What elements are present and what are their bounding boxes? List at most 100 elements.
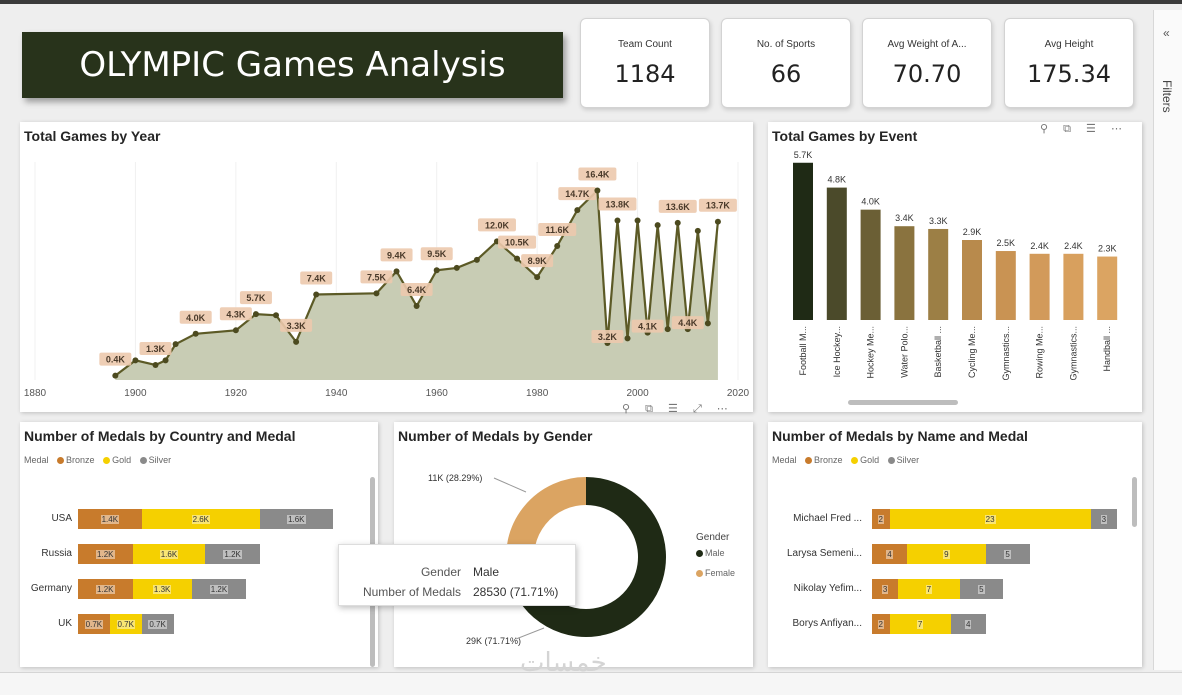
data-label: 5 [1004,549,1011,559]
chart-title: Number of Medals by Name and Medal [772,428,1028,444]
data-label: 1.6K [287,514,306,524]
data-label: 4.4K [678,318,698,328]
bar-segment-bronze[interactable]: 2 [872,509,890,529]
bar-segment-bronze[interactable]: 1.2K [78,579,133,599]
filters-pane[interactable] [1153,10,1182,670]
data-label-bg [591,330,624,344]
data-label: 10.5K [505,238,530,248]
bar-segment-bronze[interactable]: 2 [872,614,890,634]
x-tick-label: 1960 [426,388,449,399]
kpi-value: 1184 [614,60,676,88]
x-tick-label: Gymnastics... [1068,326,1078,381]
panel-medals-by-name[interactable]: Number of Medals by Name and Medal Medal… [768,422,1142,667]
data-point [654,222,661,229]
data-point [634,217,641,224]
kpi-label: No. of Sports [756,39,816,50]
kpi-card-avg-height[interactable]: Avg Height 175.34 [1004,18,1134,108]
category-label: UK [58,618,72,629]
data-label-bg [498,235,537,249]
data-point [132,357,139,364]
gender-legend-female: Female [694,568,735,578]
bar-segment-silver[interactable]: 1.2K [191,579,247,599]
visual-header-icons[interactable]: ⚲ ⧉ ☰ ⤢ ⋯ [622,403,734,415]
data-label-bg [558,187,597,201]
filters-label[interactable]: Filters [1160,80,1174,113]
data-label: 3.3K [929,216,948,226]
data-point [413,303,420,310]
page-title: OLYMPIC Games Analysis [22,32,563,98]
bar-segment-gold[interactable]: 1.3K [132,579,192,599]
data-label: 3.2K [598,332,618,342]
data-label: 1.2K [96,549,115,559]
bar-segment-silver[interactable]: 5 [985,544,1030,564]
kpi-card-team-count[interactable]: Team Count 1184 [580,18,710,108]
data-point [554,242,561,249]
data-label-bg [598,197,637,211]
x-tick-label: Gymnastics... [1001,326,1011,381]
line-area-chart: 1880 1900 1920 1940 1960 1980 2000 2020 0.4K 1.3K… [24,162,750,399]
kpi-card-avg-weight[interactable]: Avg Weight of A... 70.70 [862,18,992,108]
bar-segment-bronze[interactable]: 1.2K [78,544,133,564]
bar-segment-gold[interactable]: 7 [898,579,960,599]
collapse-filters-icon[interactable]: « [1163,26,1170,40]
bar-segment-gold[interactable]: 2.6K [141,509,260,529]
bar-segment-silver[interactable]: 4 [950,614,986,634]
bar-segment-silver[interactable]: 3 [1090,509,1117,529]
bar-segment-silver[interactable]: 5 [959,579,1004,599]
data-point [694,227,701,234]
data-label: 7 [925,584,933,594]
data-label: 8.9K [528,256,548,266]
panel-games-by-event[interactable]: Total Games by Event ⚲ ⧉ ☰ ⋯ 5.7K Footbal… [768,122,1142,412]
bar-segment-gold[interactable]: 23 [889,509,1091,529]
data-point [192,330,199,337]
horizontal-scrollbar[interactable] [848,400,958,405]
data-point [393,268,400,275]
bar [860,209,881,320]
kpi-card-sports[interactable]: No. of Sports 66 [721,18,851,108]
visual-header-icons[interactable]: ⚲ ⧉ ☰ ⋯ [1040,123,1128,135]
data-label: 3 [881,584,889,594]
x-tick-label: Basketball ... [933,326,943,378]
slice-label: 29K (71.71%) [466,636,521,646]
category-label: Larysa Semeni... [786,548,862,559]
x-tick-label: Football M... [798,326,808,376]
data-label: 4 [965,619,972,629]
category-label: Russia [41,548,72,559]
column-chart: 5.7K Football M... 4.8K Ice Hockey... 4.0K Ho… [793,150,1118,381]
bar-segment-bronze[interactable]: 0.7K [78,614,110,634]
data-label: 5 [978,584,985,594]
data-label: 13.6K [666,202,691,212]
vertical-scrollbar[interactable] [1132,477,1137,527]
bar-segment-gold[interactable]: 9 [907,544,986,564]
data-label-bg [400,283,433,297]
legend-item: Gold [112,455,132,465]
bar-segment-gold[interactable]: 7 [889,614,951,634]
donut-slice-male [507,477,666,637]
data-label: 5.7K [246,293,266,303]
panel-medals-by-country[interactable]: Number of Medals by Country and Medal Me… [20,422,378,667]
area-fill [115,190,718,380]
data-label-bg [578,167,617,181]
bar-segment-silver[interactable]: 1.2K [205,544,260,564]
panel-games-by-year[interactable]: Total Games by Year 1880 1900 1920 1940 1960… [20,122,753,415]
bar-segment-bronze[interactable]: 3 [872,579,899,599]
data-label: 6.4K [407,285,427,295]
data-point [172,341,179,348]
bar-segment-bronze[interactable]: 4 [872,544,907,564]
data-label-bg [219,307,252,321]
data-point [152,361,159,368]
bar-segment-silver[interactable]: 0.7K [141,614,174,634]
data-label: 2.9K [963,227,982,237]
data-label: 11.6K [545,225,569,235]
bar-segment-silver[interactable]: 1.6K [259,509,333,529]
data-label: 2.4K [1030,241,1049,251]
bar-segment-gold[interactable]: 1.6K [132,544,206,564]
data-point [252,311,259,318]
data-point [574,207,581,214]
bar-segment-gold[interactable]: 0.7K [109,614,142,634]
data-label: 3.4K [895,213,914,223]
bar-segment-bronze[interactable]: 1.4K [78,509,142,529]
silver-legend-icon [139,457,147,465]
slice-label: 11K (28.29%) [428,473,482,483]
x-tick-label: 1980 [526,388,549,399]
